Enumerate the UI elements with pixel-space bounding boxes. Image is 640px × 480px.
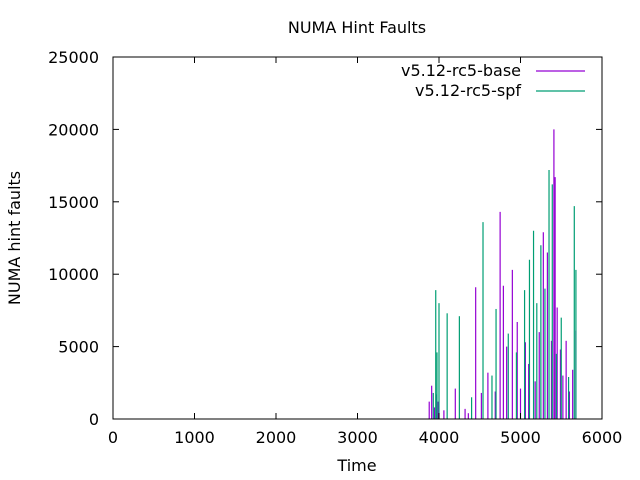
y-tick-label-5: 25000	[48, 48, 99, 67]
legend-label-0: v5.12-rc5-base	[401, 61, 521, 80]
y-tick-label-2: 10000	[48, 265, 99, 284]
x-tick-label-2: 2000	[256, 428, 297, 447]
x-tick-label-6: 6000	[582, 428, 623, 447]
legend-label-1: v5.12-rc5-spf	[415, 81, 521, 100]
x-tick-label-4: 4000	[419, 428, 460, 447]
y-axis-label: NUMA hint faults	[5, 171, 24, 305]
y-tick-label-4: 20000	[48, 120, 99, 139]
axes-layer: 0 1000 2000 3000 4000 5000 6000 0 5000 10000 15000…	[48, 48, 622, 447]
x-axis-label: Time	[336, 456, 376, 475]
y-tick-label-3: 15000	[48, 193, 99, 212]
x-tick-label-5: 5000	[500, 428, 541, 447]
y-tick-label-0: 0	[89, 410, 99, 429]
x-tick-label-1: 1000	[174, 428, 215, 447]
chart-title: NUMA Hint Faults	[288, 18, 426, 37]
bars-layer	[428, 129, 577, 419]
y-tick-label-1: 5000	[58, 338, 99, 357]
x-tick-label-3: 3000	[337, 428, 378, 447]
x-tick-label-0: 0	[108, 428, 118, 447]
